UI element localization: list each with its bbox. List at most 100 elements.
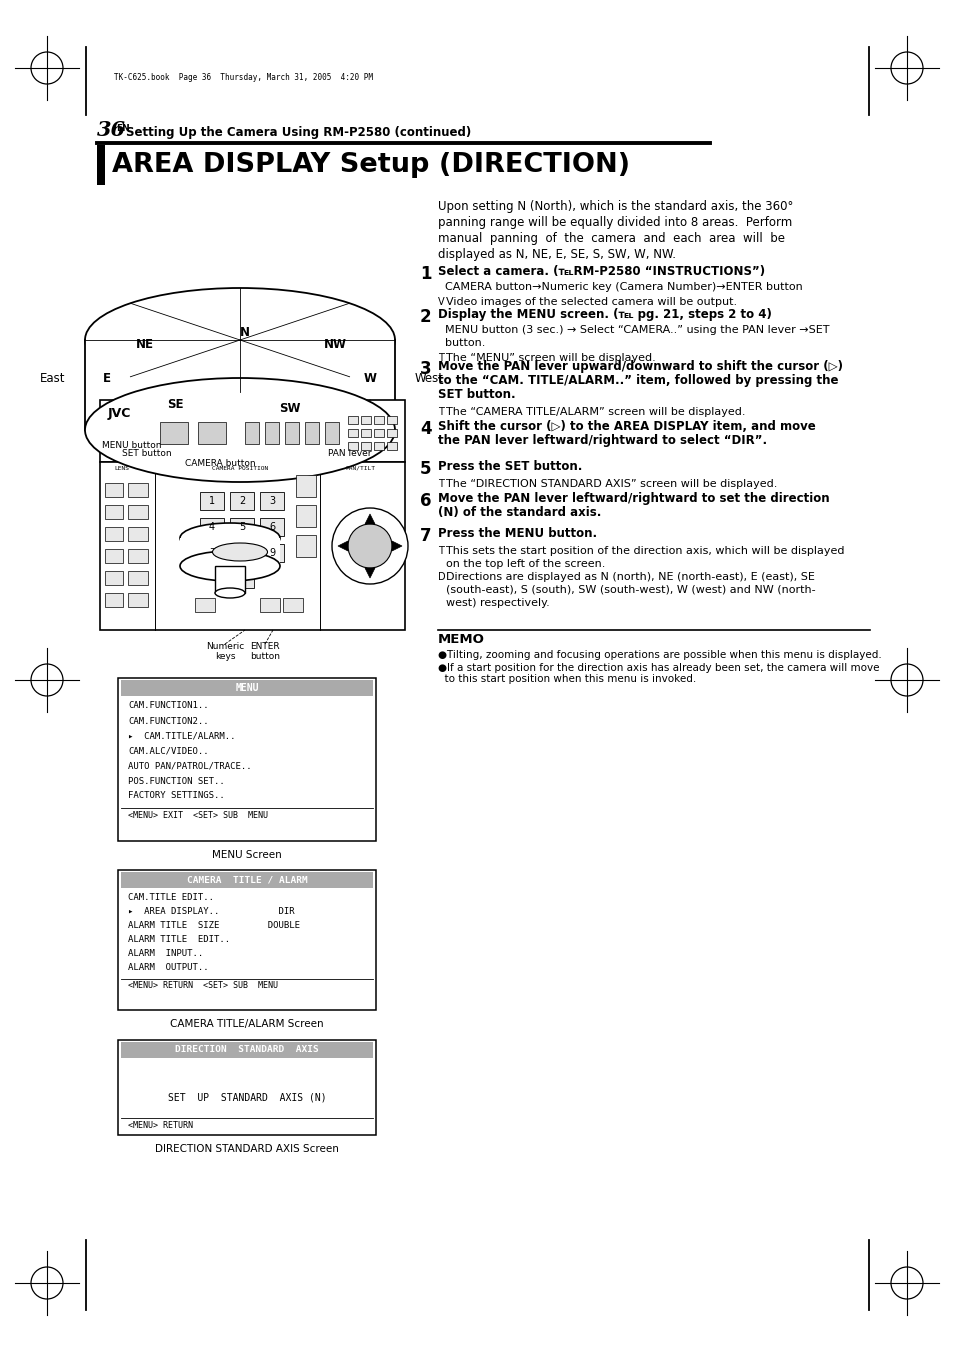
Text: Select a camera. (℡RM-P2580 “INSTRUCTIONS”): Select a camera. (℡RM-P2580 “INSTRUCTION… <box>437 265 764 278</box>
Text: displayed as N, NE, E, SE, S, SW, W, NW.: displayed as N, NE, E, SE, S, SW, W, NW. <box>437 249 676 261</box>
Bar <box>360 430 371 436</box>
Bar <box>118 678 375 842</box>
Text: CAMERA button→Numeric key (Camera Number)→ENTER button: CAMERA button→Numeric key (Camera Number… <box>437 282 801 292</box>
Text: CAMERA POSITION: CAMERA POSITION <box>212 466 268 471</box>
Text: E: E <box>103 372 111 385</box>
Bar <box>260 517 284 536</box>
Text: T: T <box>437 407 443 417</box>
Text: Numeric
keys: Numeric keys <box>206 642 244 662</box>
Text: T: T <box>437 353 443 363</box>
Text: <MENU> RETURN  <SET> SUB  MENU: <MENU> RETURN <SET> SUB MENU <box>128 981 277 990</box>
Bar <box>200 492 224 509</box>
Text: panning range will be equally divided into 8 areas.  Perform: panning range will be equally divided in… <box>437 216 791 230</box>
Text: to the “CAM. TITLE/ALARM..” item, followed by pressing the: to the “CAM. TITLE/ALARM..” item, follow… <box>437 374 838 386</box>
Bar <box>100 400 405 462</box>
Text: T: T <box>437 546 443 557</box>
Bar <box>105 593 123 607</box>
Bar <box>200 544 224 562</box>
Text: (south-east), S (south), SW (south-west), W (west) and NW (north-: (south-east), S (south), SW (south-west)… <box>446 585 815 594</box>
Text: CAMERA TITLE/ALARM Screen: CAMERA TITLE/ALARM Screen <box>170 1019 323 1029</box>
Text: NW: NW <box>323 339 346 351</box>
Text: SET button.: SET button. <box>437 388 515 401</box>
Text: 9: 9 <box>269 549 274 558</box>
Bar <box>387 430 396 436</box>
Bar <box>105 484 123 497</box>
Bar <box>295 535 315 557</box>
Bar <box>128 484 148 497</box>
Text: CAMERA button: CAMERA button <box>185 458 255 467</box>
Text: <MENU> RETURN: <MENU> RETURN <box>128 1121 193 1131</box>
Bar <box>260 492 284 509</box>
Bar <box>265 422 278 444</box>
Text: PAN lever: PAN lever <box>328 449 371 458</box>
Text: 6: 6 <box>269 521 274 532</box>
Text: west) respectively.: west) respectively. <box>446 598 549 608</box>
Text: SET button: SET button <box>122 450 172 458</box>
Text: D: D <box>437 571 445 582</box>
Text: DIRECTION STANDARD AXIS Screen: DIRECTION STANDARD AXIS Screen <box>155 1144 338 1154</box>
Text: Directions are displayed as N (north), NE (north-east), E (east), SE: Directions are displayed as N (north), N… <box>446 571 814 582</box>
Bar <box>128 549 148 563</box>
Bar <box>360 416 371 424</box>
Bar <box>214 566 245 593</box>
Bar <box>85 340 395 430</box>
Text: W: W <box>363 372 376 385</box>
Bar <box>230 517 253 536</box>
Text: AREA DISPLAY Setup (DIRECTION): AREA DISPLAY Setup (DIRECTION) <box>112 153 630 178</box>
Text: MENU button (3 sec.) → Select “CAMERA..” using the PAN lever →SET: MENU button (3 sec.) → Select “CAMERA..”… <box>437 326 828 335</box>
Bar <box>348 442 357 450</box>
Bar <box>128 593 148 607</box>
Text: 0: 0 <box>238 574 245 584</box>
Polygon shape <box>392 540 401 551</box>
Text: 3: 3 <box>269 496 274 507</box>
Text: 2: 2 <box>238 496 245 507</box>
Text: 4: 4 <box>419 420 431 438</box>
Text: ▸  CAM.TITLE/ALARM..: ▸ CAM.TITLE/ALARM.. <box>128 731 235 740</box>
Text: The “CAMERA TITLE/ALARM” screen will be displayed.: The “CAMERA TITLE/ALARM” screen will be … <box>446 407 744 417</box>
Text: 4: 4 <box>209 521 214 532</box>
Bar <box>105 549 123 563</box>
Bar <box>118 870 375 1011</box>
Text: This sets the start position of the direction axis, which will be displayed: This sets the start position of the dire… <box>446 546 843 557</box>
Text: FACTORY SETTINGS..: FACTORY SETTINGS.. <box>128 792 225 801</box>
Text: on the top left of the screen.: on the top left of the screen. <box>446 559 605 569</box>
Bar <box>348 430 357 436</box>
Text: POS.FUNCTION SET..: POS.FUNCTION SET.. <box>128 777 225 785</box>
Bar <box>260 598 280 612</box>
Text: 1: 1 <box>209 496 214 507</box>
Text: EN: EN <box>116 124 130 132</box>
Text: CAMERA  TITLE / ALARM: CAMERA TITLE / ALARM <box>187 875 307 885</box>
Text: SE: SE <box>167 399 183 412</box>
Bar <box>100 462 405 630</box>
Text: Press the SET button.: Press the SET button. <box>437 459 581 473</box>
Bar <box>387 416 396 424</box>
Text: ALARM TITLE  EDIT..: ALARM TITLE EDIT.. <box>128 935 230 943</box>
Bar <box>105 505 123 519</box>
Text: NE: NE <box>136 339 153 351</box>
Bar <box>348 416 357 424</box>
Text: The “MENU” screen will be displayed.: The “MENU” screen will be displayed. <box>446 353 655 363</box>
Text: CAM.FUNCTION1..: CAM.FUNCTION1.. <box>128 701 209 711</box>
Text: the PAN lever leftward/rightward to select “DIR”.: the PAN lever leftward/rightward to sele… <box>437 434 766 447</box>
Text: 6: 6 <box>419 492 431 509</box>
Text: <MENU> EXIT  <SET> SUB  MENU: <MENU> EXIT <SET> SUB MENU <box>128 811 268 820</box>
Text: ▸  AREA DISPLAY..           DIR: ▸ AREA DISPLAY.. DIR <box>128 907 294 916</box>
Bar <box>295 476 315 497</box>
Text: (N) of the standard axis.: (N) of the standard axis. <box>437 507 600 519</box>
Text: Video images of the selected camera will be output.: Video images of the selected camera will… <box>446 297 737 307</box>
Ellipse shape <box>85 288 395 392</box>
Text: button.: button. <box>437 338 485 349</box>
Text: East: East <box>39 372 65 385</box>
Bar <box>128 505 148 519</box>
Bar <box>200 517 224 536</box>
Text: ENTER
button: ENTER button <box>250 642 280 662</box>
Text: 8: 8 <box>238 549 245 558</box>
Bar <box>198 422 226 444</box>
Ellipse shape <box>85 378 395 482</box>
Text: ALARM TITLE  SIZE         DOUBLE: ALARM TITLE SIZE DOUBLE <box>128 920 299 929</box>
Text: 5: 5 <box>419 459 431 478</box>
Text: The “DIRECTION STANDARD AXIS” screen will be displayed.: The “DIRECTION STANDARD AXIS” screen wil… <box>446 480 777 489</box>
Text: CAM.TITLE EDIT..: CAM.TITLE EDIT.. <box>128 893 213 901</box>
Circle shape <box>348 524 392 567</box>
Text: ●Tilting, zooming and focusing operations are possible when this menu is display: ●Tilting, zooming and focusing operation… <box>437 650 881 661</box>
